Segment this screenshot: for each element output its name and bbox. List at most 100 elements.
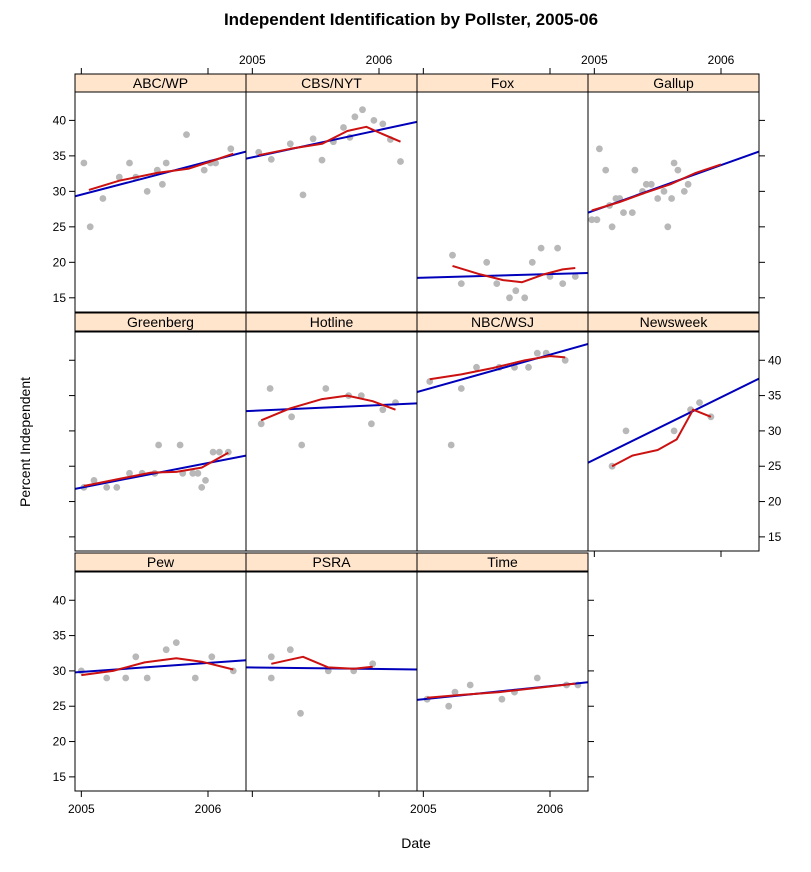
data-point — [561, 356, 569, 364]
panel-strip-label: Pew — [147, 554, 175, 570]
data-point — [198, 484, 206, 491]
y-tick-label: 30 — [53, 664, 67, 678]
data-point — [122, 674, 130, 682]
data-point — [654, 195, 662, 202]
panel-strip-label: Hotline — [310, 314, 354, 330]
data-point — [202, 477, 209, 484]
panel-psra: PSRA — [245, 552, 418, 792]
panel-time: Time — [416, 552, 589, 792]
data-point — [696, 399, 703, 406]
y-tick-label: 35 — [768, 389, 782, 403]
data-point — [267, 653, 275, 661]
x-tick-label: 2005 — [410, 802, 437, 816]
data-point — [172, 639, 180, 646]
data-point — [559, 280, 567, 287]
data-point — [588, 216, 596, 224]
linear-fit-line — [417, 271, 588, 279]
panel-strip-label: Gallup — [653, 75, 694, 91]
panel-cbs-nyt: CBS/NYT — [245, 73, 418, 313]
data-point — [631, 166, 639, 174]
data-point — [379, 406, 387, 414]
data-point — [506, 294, 513, 302]
data-point — [351, 113, 359, 121]
chart-title: Independent Identification by Pollster, … — [224, 10, 598, 29]
loess-curve — [591, 163, 722, 212]
panel-gallup: Gallup — [587, 73, 760, 313]
data-point — [297, 709, 304, 717]
data-point — [103, 484, 111, 491]
data-point — [299, 191, 307, 199]
panel-strip-label: Time — [487, 554, 518, 570]
data-point — [397, 158, 404, 165]
data-point — [322, 385, 330, 392]
data-point — [593, 216, 601, 224]
data-point — [483, 258, 491, 266]
y-tick-label: 35 — [53, 149, 67, 163]
panel-data — [417, 343, 588, 449]
loess-curve — [260, 394, 396, 422]
panel-nbc-wsj: NBC/WSJ — [416, 312, 589, 552]
data-point — [368, 420, 375, 428]
data-point — [608, 223, 616, 231]
panel-data — [588, 377, 759, 470]
data-point — [257, 420, 265, 428]
y-tick-label: 40 — [53, 593, 67, 607]
panel-hotline: Hotline — [245, 312, 418, 552]
data-point — [533, 674, 541, 682]
y-tick-label: 40 — [768, 353, 782, 367]
data-point — [208, 653, 216, 661]
data-point — [473, 363, 480, 371]
data-point — [596, 145, 603, 153]
panel-frame — [245, 571, 418, 792]
data-point — [670, 427, 678, 435]
data-point — [298, 441, 306, 449]
panel-strip — [416, 552, 589, 572]
data-point — [498, 695, 506, 703]
y-tick-label: 20 — [53, 255, 67, 269]
y-tick-label: 30 — [53, 184, 67, 198]
data-point — [86, 223, 94, 231]
data-point — [115, 173, 123, 181]
panel-frame — [587, 331, 760, 552]
data-point — [267, 156, 275, 163]
data-point — [369, 660, 377, 668]
x-tick-label: 2006 — [708, 53, 735, 67]
panel-abc-wp: ABC/WP — [74, 73, 247, 313]
linear-fit-line — [246, 402, 417, 413]
panel-data — [588, 145, 759, 231]
x-tick-label: 2005 — [239, 53, 266, 67]
data-point — [132, 653, 140, 661]
loess-curve — [452, 264, 576, 284]
data-point — [189, 469, 197, 477]
panel-data — [417, 244, 588, 302]
data-point — [628, 209, 636, 217]
y-tick-label: 35 — [53, 629, 67, 643]
panel-newsweek: Newsweek — [587, 312, 760, 552]
linear-fit-line — [417, 343, 588, 394]
data-point — [194, 469, 202, 477]
data-point — [216, 448, 223, 456]
data-point — [642, 180, 650, 188]
data-point — [447, 441, 455, 449]
data-point — [191, 674, 199, 682]
data-point — [647, 180, 655, 188]
data-point — [449, 251, 456, 259]
data-point — [620, 209, 627, 217]
panel-strip-label: CBS/NYT — [301, 75, 362, 91]
y-tick-label: 25 — [53, 220, 67, 234]
data-point — [159, 180, 166, 188]
x-tick-label: 2006 — [537, 802, 564, 816]
x-tick-label: 2005 — [68, 802, 95, 816]
loess-curve — [81, 657, 234, 677]
loess-curve — [611, 408, 712, 468]
data-point — [126, 159, 133, 167]
y-tick-label: 15 — [53, 291, 67, 305]
panel-data — [246, 385, 417, 449]
data-point — [370, 117, 378, 124]
data-point — [90, 477, 98, 484]
panel-frame — [245, 91, 418, 313]
data-point — [660, 188, 668, 195]
data-point — [571, 273, 579, 280]
panel-strip-label: ABC/WP — [133, 75, 188, 91]
